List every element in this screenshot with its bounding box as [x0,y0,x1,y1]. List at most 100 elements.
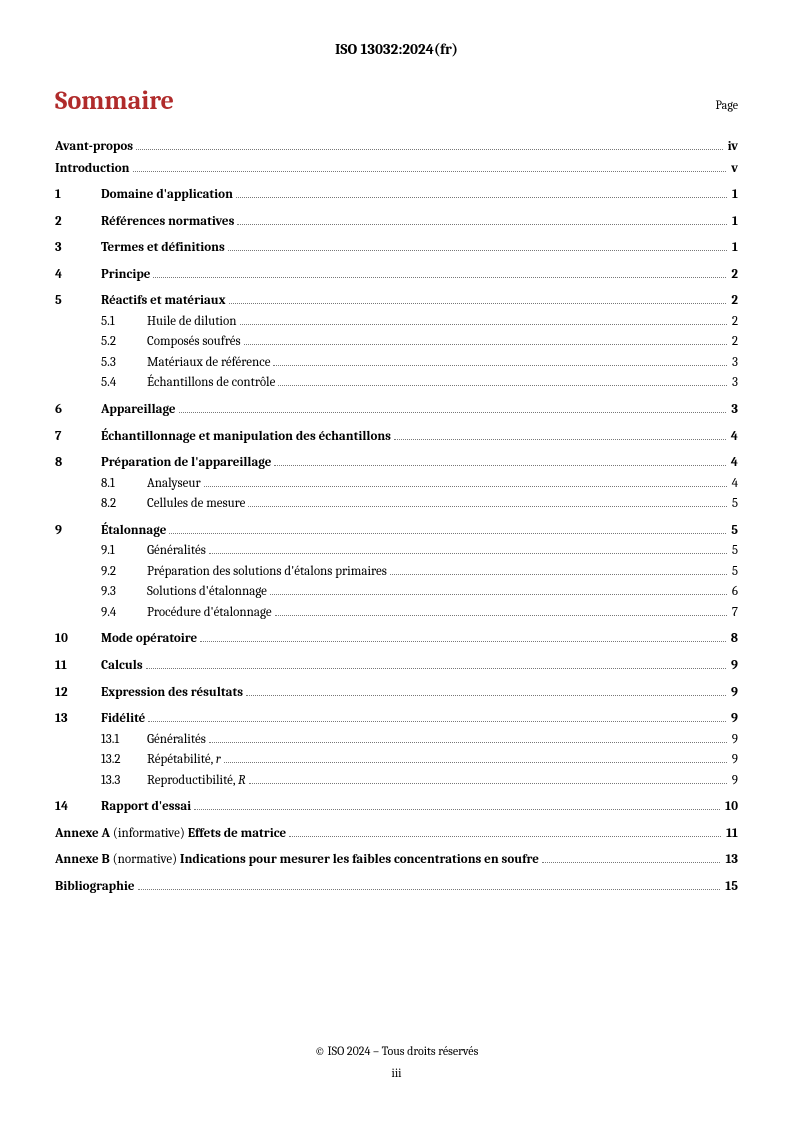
toc-number: 3 [55,239,101,257]
toc-entry: 9Étalonnage5 [55,522,738,540]
toc-page: 4 [729,454,738,472]
toc-entry: 13.3Reproductibilité, R9 [55,772,738,790]
toc-page: 2 [730,333,738,351]
toc-page: 2 [729,266,738,284]
leader [169,522,726,534]
leader [133,160,727,172]
toc-page: 9 [730,731,738,749]
toc-entry: 9.3Solutions d'étalonnage6 [55,583,738,601]
toc-page: iv [726,138,738,156]
toc-text: Préparation des solutions d'étalons prim… [147,563,387,581]
toc-text: Matériaux de référence [147,354,270,372]
toc-entry: Introductionv [55,160,738,178]
toc-page: 9 [730,772,738,790]
toc-page: 13 [723,851,738,869]
toc-text: Préparation de l'appareillage [101,454,271,472]
toc-text: Mode opératoire [101,630,197,648]
toc-entry: 14Rapport d'essai10 [55,798,738,816]
toc-entry: 3Termes et définitions1 [55,239,738,257]
toc-subnumber: 8.2 [101,495,147,513]
toc-text: Calculs [101,657,143,675]
toc-entry: 12Expression des résultats9 [55,684,738,702]
toc-page: 1 [730,239,738,257]
leader [204,475,727,487]
toc-entry: 5Réactifs et matériaux 2 [55,292,738,310]
toc-title: Sommaire [55,86,174,116]
toc-text: Généralités [147,542,206,560]
toc-text: Annexe A (informative) Effets de matrice [55,825,286,843]
toc-text: Réactifs et matériaux [101,292,226,310]
toc-entry: 1Domaine d'application1 [55,186,738,204]
toc-number: 12 [55,684,101,702]
toc-subnumber: 5.3 [101,354,147,372]
toc-text: Solutions d'étalonnage [147,583,267,601]
toc-text: Échantillons de contrôle [147,374,275,392]
leader [246,684,726,696]
toc-entry: 6Appareillage3 [55,401,738,419]
leader [179,401,727,413]
copyright-text: © ISO 2024 – Tous droits réservés [0,1044,793,1058]
toc-entry: 13.1Généralités9 [55,731,738,749]
toc-number: 7 [55,428,101,446]
toc-page: 2 [730,313,738,331]
leader [275,604,727,616]
toc-entry: 8Préparation de l'appareillage4 [55,454,738,472]
leader [240,313,727,325]
toc-text: Principe [101,266,150,284]
page-column-label: Page [716,98,738,112]
toc-subnumber: 9.4 [101,604,147,622]
toc-entry: Annexe A (informative) Effets de matrice… [55,825,738,843]
toc-entry: 9.2Préparation des solutions d'étalons p… [55,563,738,581]
toc-page: 5 [729,522,738,540]
toc-entry: 10Mode opératoire8 [55,630,738,648]
toc-text: Appareillage [101,401,176,419]
toc-page: 6 [730,583,738,601]
toc-number: 5 [55,292,101,310]
toc-page: 10 [723,798,738,816]
toc-entry: 5.1Huile de dilution2 [55,313,738,331]
leader [148,710,726,722]
leader [273,354,727,366]
toc-entry: 7Échantillonnage et manipulation des éch… [55,428,738,446]
toc-text: Composés soufrés [147,333,241,351]
toc-page: 7 [730,604,738,622]
toc-text: Analyseur [147,475,201,493]
toc-subnumber: 9.2 [101,563,147,581]
toc-entry: 9.4Procédure d'étalonnage 7 [55,604,738,622]
leader [136,138,723,150]
leader [209,731,727,743]
toc-text: Avant-propos [55,138,133,156]
toc-text: Généralités [147,731,206,749]
leader [237,213,727,225]
toc-entry: 13Fidélité9 [55,710,738,728]
toc-entry: 8.2Cellules de mesure5 [55,495,738,513]
toc-text: Introduction [55,160,130,178]
leader [200,631,726,643]
toc-entry: 9.1Généralités5 [55,542,738,560]
toc-entry: 2Références normatives1 [55,213,738,231]
toc-number: 14 [55,798,101,816]
toc-text: Procédure d'étalonnage [147,604,272,622]
toc-page: 3 [729,401,738,419]
toc-text: Reproductibilité, R [147,772,246,790]
toc-subnumber: 8.1 [101,475,147,493]
leader [244,334,727,346]
toc-number: 13 [55,710,101,728]
toc-text: Bibliographie [55,878,135,896]
toc-entry: 11Calculs9 [55,657,738,675]
toc-page: 2 [729,292,738,310]
leader [194,799,720,811]
toc-entry: 5.2Composés soufrés2 [55,333,738,351]
toc-number: 4 [55,266,101,284]
toc-subnumber: 5.1 [101,313,147,331]
toc-text: Fidélité [101,710,145,728]
toc-number: 9 [55,522,101,540]
page-footer: © ISO 2024 – Tous droits réservés iii [0,1044,793,1080]
leader [542,852,721,864]
leader [289,825,721,837]
toc-subnumber: 13.2 [101,751,147,769]
leader [274,454,725,466]
toc-page: 1 [730,186,738,204]
toc-entry: 5.4Échantillons de contrôle3 [55,374,738,392]
toc-entry: 4Principe 2 [55,266,738,284]
